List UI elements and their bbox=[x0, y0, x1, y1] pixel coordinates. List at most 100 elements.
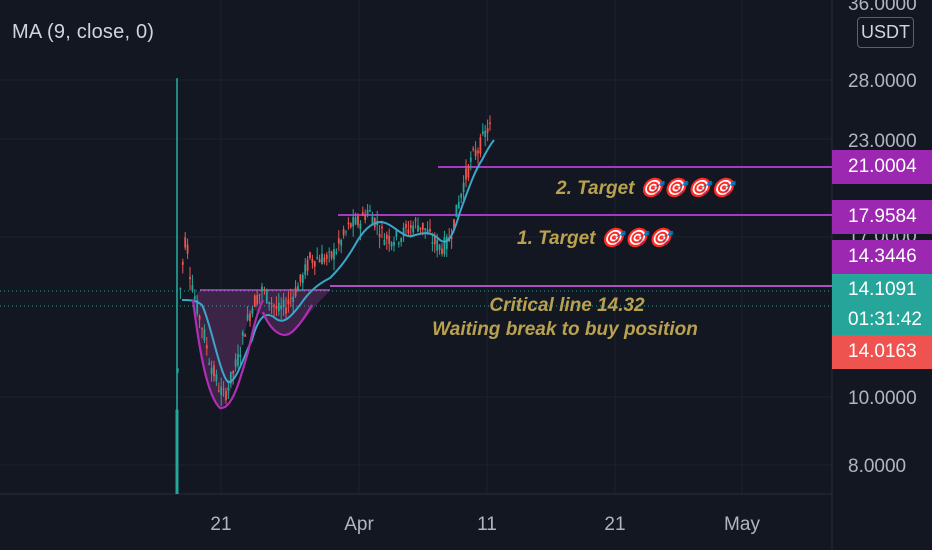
candle-body bbox=[385, 234, 388, 240]
candle-body bbox=[414, 219, 417, 221]
candle-body bbox=[364, 214, 367, 220]
grid bbox=[0, 0, 832, 494]
candle-body bbox=[469, 157, 472, 162]
candle-body bbox=[393, 241, 395, 246]
x-tick: Apr bbox=[344, 514, 374, 535]
ma-line bbox=[181, 139, 495, 383]
candle-body bbox=[436, 239, 439, 251]
candle-body bbox=[306, 259, 309, 271]
candle-body bbox=[354, 217, 357, 225]
candle-body bbox=[467, 165, 470, 178]
candle-body bbox=[426, 229, 429, 235]
candle-body bbox=[193, 296, 196, 299]
candle-body bbox=[227, 387, 230, 391]
candle-body bbox=[337, 238, 340, 244]
candle-body bbox=[186, 244, 189, 254]
candle-body bbox=[465, 168, 467, 180]
candle-body bbox=[268, 301, 271, 305]
y-tick: 8.0000 bbox=[848, 456, 906, 477]
candle-body bbox=[484, 130, 487, 138]
candle-body bbox=[474, 149, 477, 157]
price-label-critical: 14.3446 bbox=[832, 240, 932, 274]
candle-body bbox=[289, 298, 292, 300]
currency-button[interactable]: USDT bbox=[857, 17, 914, 48]
price-label-target-2: 21.0004 bbox=[832, 150, 932, 184]
x-tick: 21 bbox=[604, 514, 625, 535]
candle-body bbox=[285, 307, 287, 314]
candle-body bbox=[282, 299, 285, 307]
x-tick: 11 bbox=[477, 514, 497, 535]
candle-body bbox=[352, 217, 355, 227]
candle-body bbox=[184, 237, 187, 248]
candle-body bbox=[261, 286, 263, 292]
candle-body bbox=[323, 257, 326, 263]
candle-body bbox=[445, 236, 448, 249]
candle-body bbox=[213, 365, 215, 377]
candle-body bbox=[299, 274, 302, 283]
candle-body bbox=[462, 182, 465, 193]
candle-body bbox=[251, 308, 254, 314]
price-label-target-1: 17.9584 bbox=[832, 200, 932, 234]
candle-body bbox=[263, 289, 266, 291]
candle-body bbox=[438, 244, 441, 250]
candle-body bbox=[208, 362, 211, 365]
candle-body bbox=[328, 251, 331, 253]
candle-body bbox=[225, 390, 227, 401]
candle-body bbox=[270, 302, 273, 304]
candle-body bbox=[249, 313, 251, 322]
candle-body bbox=[179, 288, 182, 290]
annotation-waiting: Waiting break to buy position bbox=[432, 319, 698, 340]
last-price-box: 14.1091 01:31:42 bbox=[832, 274, 932, 336]
candle-body bbox=[292, 296, 295, 302]
candle-body bbox=[477, 150, 479, 154]
candle-body bbox=[321, 253, 323, 265]
handle-curve bbox=[261, 304, 313, 336]
candle-body bbox=[359, 223, 362, 230]
candle-body bbox=[405, 224, 407, 228]
candle-body bbox=[388, 235, 391, 244]
annotation-target-2: 2. Target 🎯🎯🎯🎯 bbox=[555, 177, 739, 199]
candle-body bbox=[335, 251, 338, 254]
candle-body bbox=[280, 305, 283, 310]
x-tick: May bbox=[724, 514, 760, 535]
candle-body bbox=[489, 122, 491, 125]
candle-body bbox=[287, 299, 290, 305]
candles bbox=[175, 78, 491, 494]
candle-body bbox=[433, 236, 436, 245]
candle-body bbox=[210, 367, 213, 375]
candle-body bbox=[407, 229, 410, 234]
candle-body bbox=[325, 254, 328, 259]
candle-body bbox=[265, 289, 268, 304]
candle-body bbox=[311, 259, 314, 264]
y-tick: 36.0000 bbox=[848, 0, 917, 15]
candle-body bbox=[472, 148, 475, 150]
candle-body bbox=[460, 193, 463, 198]
y-tick: 10.0000 bbox=[848, 388, 917, 409]
candle-body bbox=[412, 225, 415, 233]
candle-body bbox=[246, 314, 249, 320]
candle-body bbox=[222, 388, 225, 390]
candle-body bbox=[229, 371, 232, 384]
candle-body bbox=[333, 249, 335, 260]
price-label-prev: 14.0163 bbox=[832, 335, 932, 369]
candle-body bbox=[253, 295, 256, 307]
indicator-legend[interactable]: MA (9, close, 0) bbox=[12, 21, 155, 43]
candle-body bbox=[390, 242, 393, 247]
price-countdown: 01:31:42 bbox=[848, 309, 922, 330]
candle-body bbox=[397, 242, 400, 244]
candle-body bbox=[189, 277, 191, 280]
candle-body bbox=[215, 374, 218, 382]
candle-body bbox=[443, 237, 446, 255]
candle-body bbox=[417, 225, 419, 232]
y-tick: 28.0000 bbox=[848, 71, 917, 92]
candle-body bbox=[457, 201, 460, 208]
candle-body bbox=[241, 332, 244, 336]
candle-body bbox=[277, 302, 280, 312]
annotation-critical: Critical line 14.32 bbox=[489, 295, 645, 316]
candle-body bbox=[232, 371, 235, 374]
candle-body bbox=[409, 225, 412, 229]
candle-body bbox=[400, 238, 403, 242]
candle-body bbox=[239, 354, 242, 357]
candle-body bbox=[402, 227, 405, 237]
